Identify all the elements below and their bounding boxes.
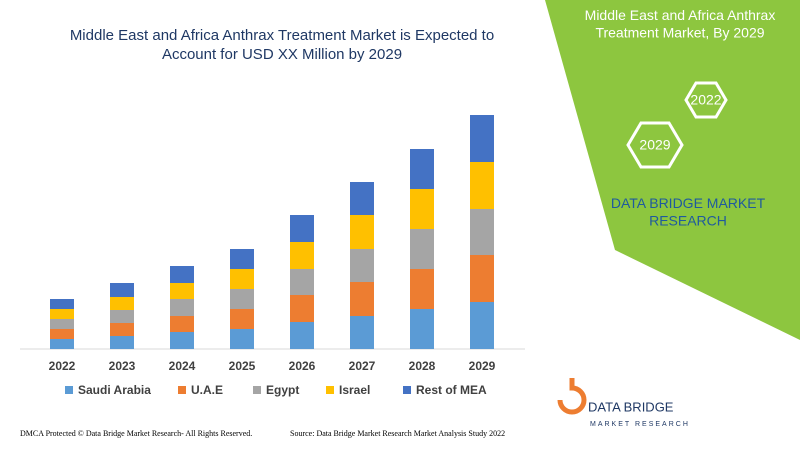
legend-swatch: [253, 386, 261, 394]
bar-segment: [290, 242, 314, 269]
hex-label: 2029: [639, 137, 670, 153]
x-tick-label: 2022: [49, 359, 76, 373]
bar-segment: [50, 319, 74, 329]
bar-segment: [170, 316, 194, 332]
legend-label: Egypt: [266, 383, 299, 397]
bar-segment: [230, 289, 254, 309]
bar-segment: [290, 322, 314, 349]
bar-segment: [50, 329, 74, 339]
bar-segment: [350, 249, 374, 282]
legend-label: U.A.E: [191, 383, 223, 397]
legend-swatch: [65, 386, 73, 394]
bar-segment: [50, 309, 74, 319]
bar-segment: [290, 215, 314, 242]
x-tick-label: 2025: [229, 359, 256, 373]
bar-segment: [110, 323, 134, 336]
legend-label: Rest of MEA: [416, 383, 487, 397]
bar-segment: [230, 309, 254, 329]
legend-swatch: [326, 386, 334, 394]
bar-segment: [170, 283, 194, 299]
bar-segment: [470, 255, 494, 302]
x-tick-label: 2023: [109, 359, 136, 373]
hexagon: [684, 81, 728, 119]
bar-segment: [350, 282, 374, 316]
bar-segment: [110, 283, 134, 297]
logo-name: DATA BRIDGE: [588, 399, 674, 414]
legend-label: Israel: [339, 383, 370, 397]
bar-segment: [290, 295, 314, 322]
bar-segment: [50, 339, 74, 349]
hex-label: 2022: [690, 92, 721, 108]
bar-segment: [50, 299, 74, 309]
bar-segment: [230, 269, 254, 289]
bar-segment: [110, 310, 134, 323]
footer-right: Source: Data Bridge Market Research Mark…: [290, 429, 505, 438]
panel-heading: Middle East and Africa Anthrax Treatment …: [585, 7, 776, 41]
bar-segment: [410, 149, 434, 189]
bar-segment: [410, 269, 434, 309]
bar-segment: [110, 297, 134, 310]
bar-segment: [350, 316, 374, 349]
x-tick-label: 2026: [289, 359, 316, 373]
bar-segment: [410, 309, 434, 349]
logo-icon: [557, 378, 587, 415]
legend-label: Saudi Arabia: [78, 383, 151, 397]
bar-segment: [110, 336, 134, 349]
bar-segment: [170, 299, 194, 316]
x-tick-label: 2024: [169, 359, 196, 373]
bar-segment: [350, 215, 374, 249]
green-panel: [545, 0, 800, 340]
bar-segment: [470, 115, 494, 162]
hexagon: [626, 121, 684, 169]
bar-segment: [470, 162, 494, 209]
bar-segment: [410, 189, 434, 229]
x-tick-label: 2028: [409, 359, 436, 373]
legend-swatch: [403, 386, 411, 394]
bar-segment: [350, 182, 374, 215]
legend-swatch: [178, 386, 186, 394]
brand-text: DATA BRIDGE MARKET RESEARCH: [611, 195, 766, 229]
bar-segment: [230, 249, 254, 269]
bar-segment: [290, 269, 314, 295]
x-tick-label: 2027: [349, 359, 376, 373]
x-tick-label: 2029: [469, 359, 496, 373]
bar-segment: [170, 332, 194, 349]
chart-title: Middle East and Africa Anthrax Treatment…: [70, 27, 494, 63]
footer-left: DMCA Protected © Data Bridge Market Rese…: [20, 429, 252, 438]
bar-segment: [170, 266, 194, 283]
logo-tagline: MARKET RESEARCH: [590, 421, 690, 428]
bar-segment: [410, 229, 434, 269]
bar-segment: [470, 209, 494, 255]
bar-segment: [470, 302, 494, 349]
bar-segment: [230, 329, 254, 349]
